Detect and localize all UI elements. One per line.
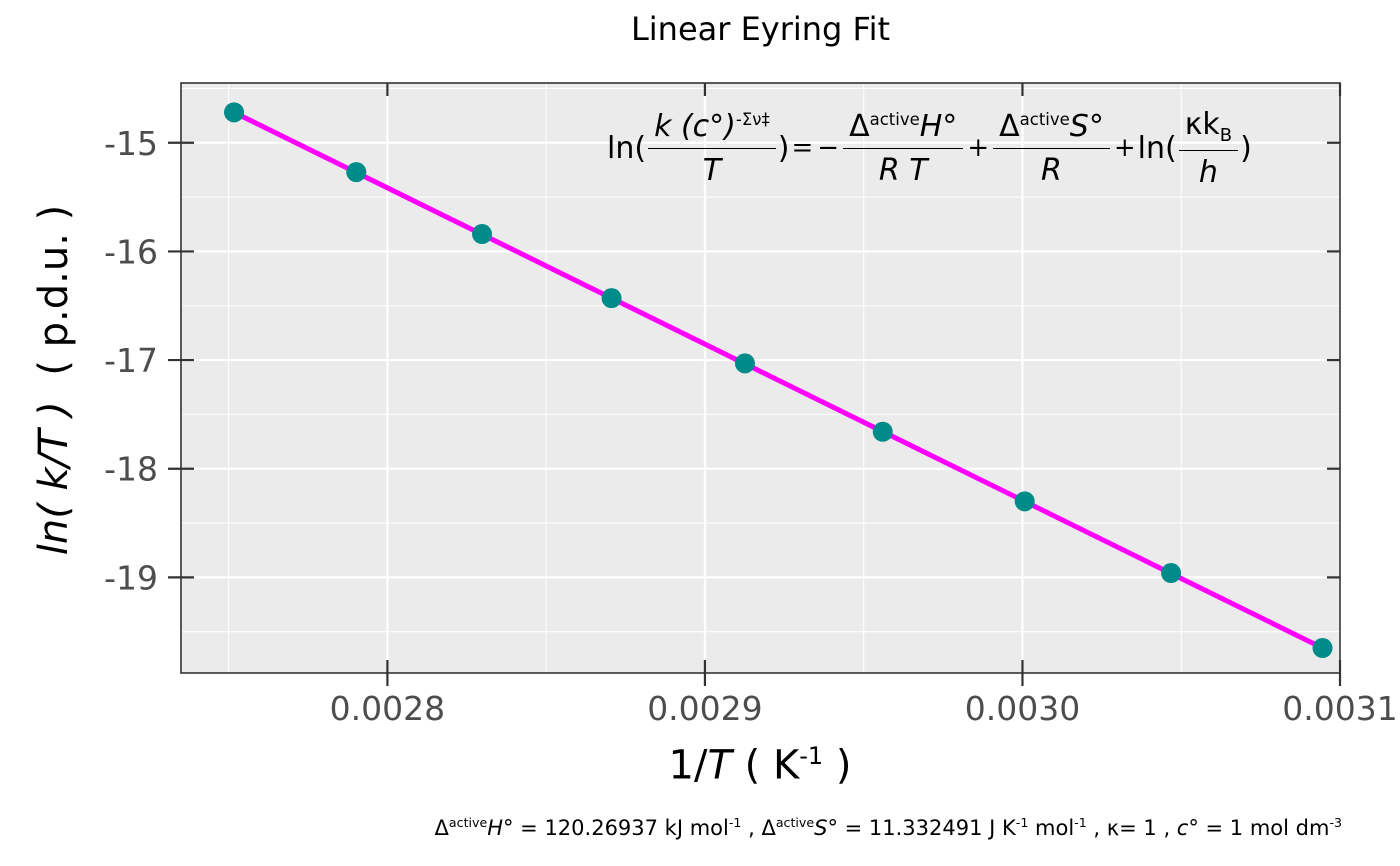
eq-denominator-RT: R T [878, 152, 928, 188]
data-point [1161, 563, 1182, 584]
foot-kappa: , κ= 1 , [1086, 816, 1177, 840]
plot-border [180, 82, 1341, 674]
eq-active-S: active [1019, 109, 1070, 129]
y-axis-label-func: ln [31, 518, 77, 556]
data-point [472, 224, 493, 245]
eq-S: S° [1069, 108, 1104, 144]
eq-equals: = [791, 133, 814, 163]
points-layer [224, 102, 1333, 659]
eq-frac-H-over-RT: ΔactiveH° R T [843, 108, 964, 188]
x-tick-label: 0.0029 [647, 689, 762, 728]
eq-minus: − [817, 133, 840, 163]
eq-delta-S: Δ [999, 108, 1020, 144]
y-tick-label: -18 [104, 450, 158, 489]
eq-plus-1: + [967, 133, 990, 163]
eq-frac-k-over-T: k (c°)-Σν‡ T [648, 109, 776, 188]
foot-dS-value: = 11.332491 J K [837, 816, 1016, 840]
x-tick-label: 0.0030 [965, 689, 1080, 728]
foot-dH-value: = 120.26937 kJ mol [513, 816, 729, 840]
y-tick-label: -15 [104, 124, 158, 163]
axis-ticks [168, 83, 1342, 686]
foot-dH-exp: -1 [728, 815, 742, 830]
eq-frac-kB-over-h: κkB h [1178, 106, 1239, 190]
data-point [734, 353, 755, 374]
foot-sep: , [741, 816, 762, 840]
eq-sub-B: B [1219, 124, 1233, 146]
foot-dH-delta: Δ [434, 816, 449, 840]
foot-dS-delta: Δ [761, 816, 776, 840]
y-tick-label: -16 [104, 232, 158, 271]
eq-kappa-k: κk [1184, 106, 1220, 142]
tick-labels: 0.0028 0.0029 0.0030 0.0031 -15 -16 -17 -18 -19 [104, 124, 1398, 728]
x-axis-label-unit: ( K [731, 742, 800, 789]
y-axis-label-var: ( k/T ) [31, 401, 77, 519]
x-axis-label-unit-close: ) [823, 742, 852, 789]
x-axis-label: 1/T ( K-1 ) [669, 742, 852, 788]
chart-title: Linear Eyring Fit [630, 10, 891, 48]
parameters-footnote: ΔactiveH° = 120.26937 kJ mol-1 , Δactive… [435, 815, 1342, 840]
x-tick-label: 0.0031 [1282, 689, 1397, 728]
foot-dH-symbol: H° [487, 816, 514, 840]
data-point [1014, 491, 1035, 512]
eq-plus-2: + [1113, 133, 1136, 163]
data-point [872, 421, 893, 442]
data-point [346, 162, 367, 183]
x-tick-label: 0.0028 [330, 689, 445, 728]
fit-line [232, 110, 1324, 651]
foot-c-symbol: c° [1176, 816, 1199, 840]
eyring-equation: ln( k (c°)-Σν‡ T ) = − ΔactiveH° R T + Δ… [607, 98, 1252, 198]
eq-ln: ln( [607, 130, 647, 166]
eq-denominator-T: T [702, 152, 722, 188]
x-axis-label-num: 1/ [668, 742, 708, 789]
eq-c: (c°) [671, 108, 736, 144]
eq-H: H° [919, 108, 958, 144]
eq-numerator-k: k (c°)-Σν‡ [648, 109, 776, 149]
eq-ln-2: ln( [1137, 130, 1177, 166]
data-point [601, 288, 622, 309]
eq-active-H: active [869, 109, 920, 129]
eq-close: ) [777, 130, 790, 166]
y-axis-label-unit: ( p.d.u. ) [31, 204, 77, 376]
data-point [1312, 638, 1333, 659]
eq-frac-S-over-R: ΔactiveS° R [993, 109, 1110, 188]
eq-delta-H: Δ [849, 108, 870, 144]
y-axis-label: ln( k/T ) ( p.d.u. ) [31, 205, 77, 556]
x-axis-label-unit-exp: -1 [799, 742, 824, 770]
foot-dS-exp1: -1 [1015, 815, 1029, 830]
eq-k: k [654, 108, 672, 144]
foot-dS-sup: active [775, 815, 815, 830]
y-tick-label: -19 [104, 558, 158, 597]
y-tick-label: -17 [104, 341, 158, 380]
minor-gridlines [181, 83, 1340, 673]
eq-numerator-H: ΔactiveH° [843, 108, 964, 149]
foot-dS-exp2: -1 [1074, 815, 1087, 830]
fit-line-layer [232, 110, 1324, 651]
eq-numerator-kB: κkB [1178, 106, 1239, 151]
eq-close-2: ) [1240, 130, 1252, 166]
eq-denominator-h: h [1198, 154, 1218, 190]
foot-c-exp: -3 [1329, 815, 1342, 830]
eq-exponent: -Σν‡ [735, 109, 770, 129]
foot-c-value: = 1 mol dm [1198, 816, 1330, 840]
eq-denominator-R: R [1041, 152, 1062, 188]
foot-dS-symbol: S° [814, 816, 838, 840]
foot-dH-sup: active [448, 815, 488, 830]
eq-numerator-S: ΔactiveS° [993, 109, 1110, 149]
foot-dS-mid: mol [1028, 816, 1075, 840]
data-point [224, 102, 245, 123]
x-axis-label-var: T [707, 742, 732, 789]
